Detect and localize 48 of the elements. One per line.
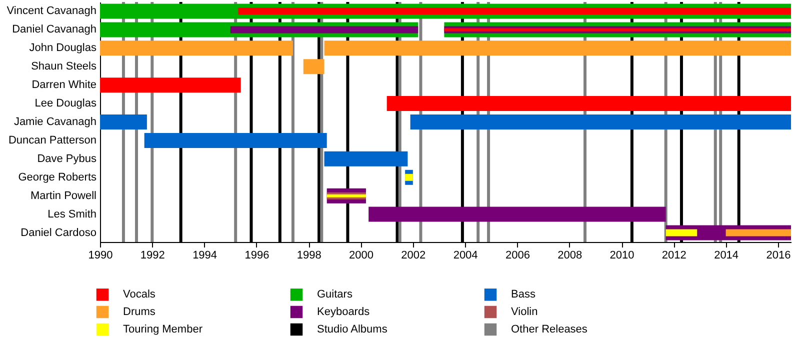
y-tick-label: Shaun Steels	[31, 60, 97, 73]
bar	[144, 132, 327, 148]
legend-label: Keyboards	[317, 306, 370, 318]
x-tick-label: 2014	[714, 250, 739, 262]
y-tick-label: Les Smith	[48, 208, 96, 220]
legend-label: Vocals	[123, 288, 156, 301]
x-tick-label: 2006	[505, 250, 530, 262]
y-tick-label: George Roberts	[18, 171, 97, 184]
legend-label: Guitars	[317, 288, 353, 301]
legend-label: Drums	[123, 306, 156, 318]
bar	[324, 40, 791, 56]
y-tick-label: Daniel Cavanagh	[12, 24, 96, 36]
bar	[324, 151, 408, 166]
y-tick-label: John Douglas	[29, 42, 97, 54]
x-tick-label: 2016	[766, 250, 791, 262]
legend-label: Studio Albums	[317, 324, 388, 336]
legend-label: Violin	[511, 306, 538, 318]
bar	[368, 206, 666, 222]
x-tick-label: 1994	[192, 250, 218, 262]
bar	[405, 174, 413, 181]
x-tick-label: 2012	[662, 250, 686, 262]
y-tick-label: Dave Pybus	[37, 152, 97, 165]
bar	[386, 96, 791, 112]
x-tick-label: 1998	[296, 250, 322, 262]
legend-label: Other Releases	[511, 324, 588, 336]
bar	[100, 114, 147, 130]
bar	[410, 114, 791, 130]
x-tick-label: 2008	[558, 250, 582, 262]
x-tick-label: 2002	[401, 250, 426, 262]
bar	[100, 40, 293, 56]
x-tick-label: 2010	[610, 250, 634, 262]
y-tick-label: Jamie Cavanagh	[14, 116, 96, 128]
x-tick-label: 2000	[349, 250, 374, 262]
x-tick-label: 1996	[244, 250, 270, 262]
bar	[303, 59, 324, 74]
bar	[666, 229, 698, 236]
x-tick-label: 1992	[140, 250, 165, 262]
y-tick-label: Martin Powell	[30, 190, 96, 202]
bar	[100, 78, 241, 93]
legend-label: Touring Member	[123, 324, 203, 336]
y-tick-label: Darren White	[32, 79, 96, 92]
x-tick-label: 2004	[453, 250, 478, 262]
y-tick-label: Daniel Cardoso	[20, 226, 96, 239]
legend-label: Bass	[511, 288, 536, 301]
y-tick-label: Lee Douglas	[34, 98, 97, 110]
x-tick-label: 1990	[88, 250, 113, 262]
y-tick-label: Duncan Patterson	[8, 134, 96, 146]
y-tick-label: Vincent Cavanagh	[6, 5, 96, 18]
